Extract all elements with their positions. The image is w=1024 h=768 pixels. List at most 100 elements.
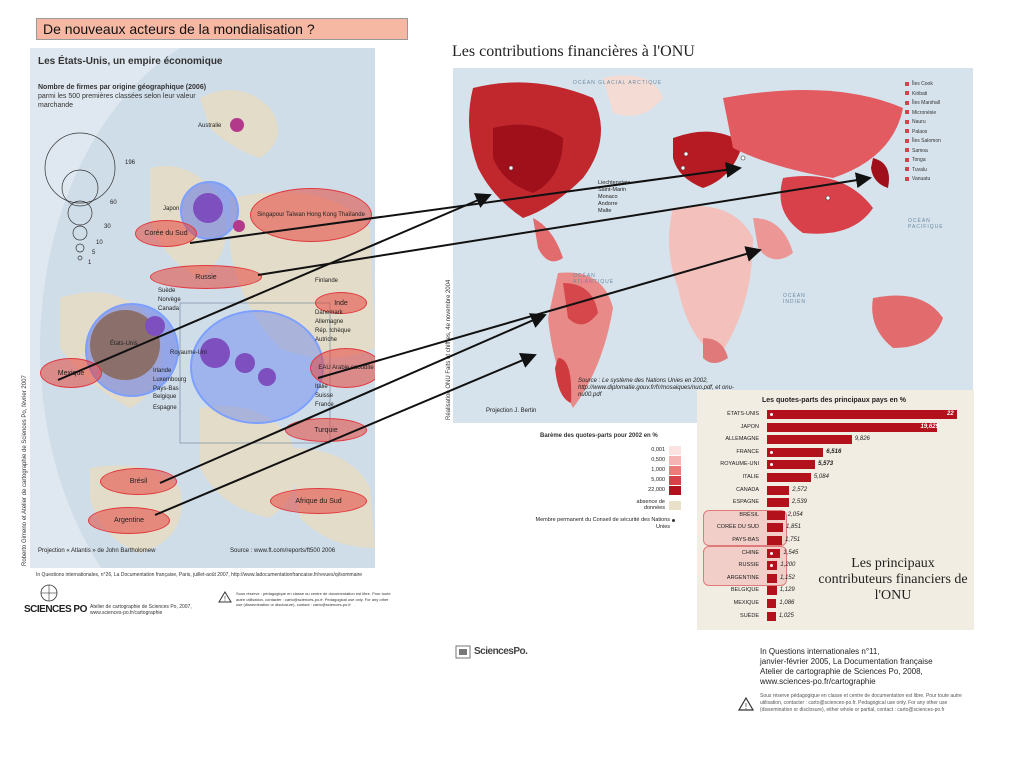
bar-category-label: ARGENTINE bbox=[726, 574, 759, 581]
label-luxembourg: Luxembourg bbox=[153, 377, 187, 383]
slide-title: De nouveaux acteurs de la mondialisation… bbox=[36, 18, 408, 40]
bar-value-label: 6,516 bbox=[826, 448, 842, 455]
bar bbox=[767, 536, 783, 545]
bar-category-label: BRÉSIL bbox=[739, 511, 759, 518]
bar-value-label: 22 bbox=[947, 411, 954, 417]
scale-label: 60 bbox=[110, 200, 117, 206]
left-map-title: Les États-Unis, un empire économique bbox=[38, 56, 223, 67]
label-pays-bas: Pays-Bas bbox=[153, 386, 179, 392]
bar bbox=[767, 586, 777, 596]
bar bbox=[767, 523, 783, 533]
left-map-source: Source : www.ft.com/reports/ft500 2006 bbox=[230, 548, 336, 554]
label-suisse: Suisse bbox=[315, 393, 334, 399]
bar bbox=[767, 573, 777, 583]
bar bbox=[767, 422, 937, 432]
arrow-argentine bbox=[154, 353, 537, 516]
warning-icon: ! bbox=[218, 591, 232, 603]
label-espagne: Espagne bbox=[153, 405, 177, 411]
svg-text:!: ! bbox=[745, 702, 747, 711]
scale-label: 196 bbox=[125, 160, 136, 166]
bar-value-label: 2,539 bbox=[791, 499, 807, 506]
bar-category-label: ROYAUME-UNI bbox=[720, 461, 759, 468]
warning-icon: ! bbox=[738, 697, 754, 711]
sciences-po-globe-icon bbox=[40, 584, 58, 602]
scale-label: 10 bbox=[96, 240, 103, 246]
label-france: France bbox=[315, 402, 334, 408]
left-map-atelier: Atelier de cartographie de Sciences Po, … bbox=[90, 604, 192, 616]
scale-label: 5 bbox=[92, 250, 96, 256]
bar bbox=[767, 473, 811, 482]
label-belgique: Belgique bbox=[153, 394, 177, 400]
bar bbox=[767, 599, 777, 608]
bubble-uk bbox=[200, 338, 230, 368]
bar bbox=[767, 510, 785, 520]
ocean-pacific-label: OCÉAN PACIFIQUE bbox=[908, 218, 944, 230]
right-map-projection: Projection J. Bertin bbox=[486, 408, 537, 414]
label-danemark: Danemark bbox=[315, 310, 343, 316]
sciences-po-logo-right: SciencesPo. bbox=[474, 646, 528, 657]
chart-caption: Les principaux contributeurs financiers … bbox=[818, 556, 968, 603]
bar-category-label: MEXIQUE bbox=[733, 600, 759, 606]
permanent-member-dot-icon bbox=[770, 463, 773, 467]
oval-eau-arabie: EAU Arabie saoudite bbox=[310, 348, 375, 388]
bar-category-label: ESPAGNE bbox=[732, 499, 759, 506]
arrow-bresil bbox=[159, 313, 547, 484]
label-royaume-uni: Royaume-Uni bbox=[170, 350, 207, 356]
quota-bars: ÉTATS-UNIS 22 JAPON 19,629 ALLEMAGNE 9,826 FRA… bbox=[697, 410, 974, 625]
oval-afrique-du-sud: Afrique du Sud bbox=[270, 488, 367, 514]
bar-value-label: 1,200 bbox=[780, 562, 796, 569]
bar-value-label: 5,573 bbox=[818, 461, 834, 468]
left-map-warning: Sous réserve : pédagogique en classe ou … bbox=[236, 591, 391, 607]
left-map-subtitle: Nombre de firmes par origine géographiqu… bbox=[38, 84, 207, 109]
permanent-member-dot-icon bbox=[672, 519, 675, 522]
bar-category-label: CANADA bbox=[736, 486, 759, 493]
arrow-mexique bbox=[57, 193, 492, 381]
quota-legend-title: Barème des quotes-parts pour 2002 en % bbox=[540, 433, 658, 439]
bar-category-label: JAPON bbox=[740, 423, 759, 430]
bar-value-label: 5,084 bbox=[813, 474, 829, 480]
bar-value-label: 1,751 bbox=[785, 537, 801, 543]
label-canada: Canada bbox=[158, 306, 180, 312]
bubble-germany bbox=[258, 368, 276, 386]
bar-value-label: 1,545 bbox=[783, 549, 799, 556]
bar-value-label: 1,025 bbox=[778, 612, 794, 619]
label-allemagne: Allemagne bbox=[315, 319, 344, 325]
small-states-list: Liechtenstein Saint-Marin Monaco Andorre… bbox=[598, 180, 631, 214]
ocean-arctic-label: OCÉAN GLACIAL ARCTIQUE bbox=[573, 80, 663, 86]
quota-chart-title: Les quotes-parts des principaux pays en … bbox=[762, 397, 906, 404]
bar-value-label: 19,629 bbox=[920, 423, 939, 430]
bar-category-label: RUSSIE bbox=[738, 562, 759, 569]
bar-value-label: 1,086 bbox=[779, 600, 795, 606]
bar-category-label: BELGIQUE bbox=[730, 587, 759, 594]
arrow-eau bbox=[317, 246, 762, 379]
bubble-australia bbox=[230, 118, 244, 132]
bar-category-label: ITALIE bbox=[742, 474, 759, 480]
bar-value-label: 1,152 bbox=[779, 574, 795, 581]
bar-value-label: 9,826 bbox=[854, 436, 870, 443]
sciences-po-logo-left: SCIENCES PO bbox=[24, 604, 87, 615]
bar-category-label: ÉTATS-UNIS bbox=[727, 411, 759, 417]
bar bbox=[767, 460, 816, 470]
oval-mexique: Mexique bbox=[40, 358, 102, 388]
label-suede: Suède bbox=[158, 288, 176, 294]
svg-text:!: ! bbox=[224, 596, 226, 603]
bar-value-label: 2,572 bbox=[792, 486, 808, 493]
bubble-japan-core bbox=[193, 193, 223, 223]
label-rep-tcheque: Rép. tchèque bbox=[315, 328, 351, 334]
bar-category-label: PAYS-BAS bbox=[732, 537, 759, 543]
bar bbox=[767, 435, 852, 445]
bar bbox=[767, 548, 781, 558]
label-norvege: Norvège bbox=[158, 297, 181, 303]
oval-argentine: Argentine bbox=[88, 507, 170, 534]
bar-category-label: FRANCE bbox=[736, 448, 759, 455]
label-autriche: Autriche bbox=[315, 337, 338, 343]
bar-category-label: CORÉE DU SUD bbox=[716, 524, 759, 531]
permanent-member-dot-icon bbox=[770, 551, 773, 555]
bar bbox=[767, 410, 957, 419]
ocean-indian-label: OCÉAN INDIEN bbox=[783, 293, 806, 305]
oval-inde: Inde bbox=[315, 292, 367, 314]
label-etats-unis: États-Unis bbox=[110, 341, 138, 347]
bar bbox=[767, 485, 790, 495]
left-map-projection: Projection « Atlantis » de John Bartholo… bbox=[38, 548, 156, 554]
